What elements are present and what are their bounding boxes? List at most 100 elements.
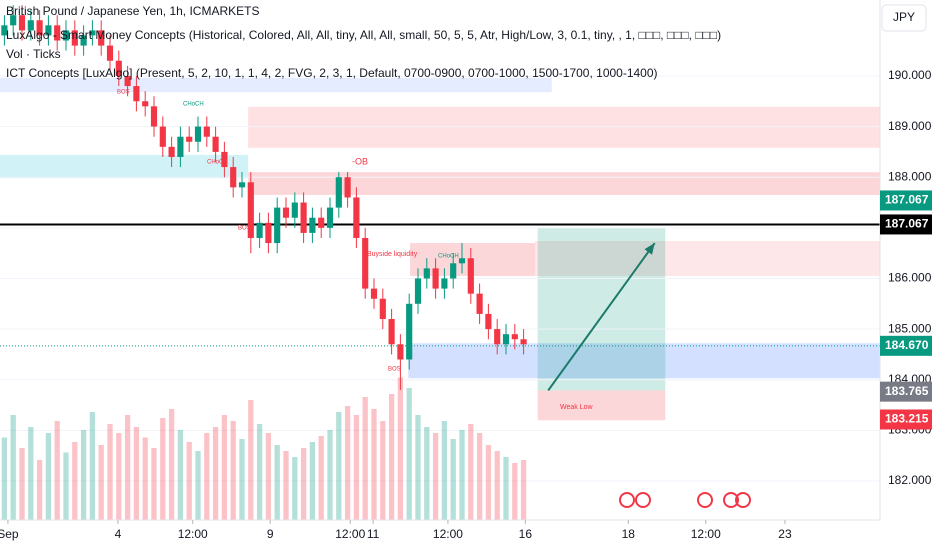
candle-body (326, 207, 334, 228)
candle-body (71, 30, 78, 46)
candle-body (318, 217, 325, 228)
zone (537, 227, 666, 391)
volume-bar (371, 409, 377, 520)
annotation: CHoCH (438, 254, 459, 260)
volume-bar (406, 388, 412, 520)
candle-body (309, 217, 316, 233)
candle-body (186, 136, 193, 142)
annotation: Buyside liquidity (367, 251, 418, 258)
candle-body (450, 263, 457, 279)
candle-body (54, 25, 61, 41)
volume-bar (468, 424, 474, 520)
volume-bar (424, 427, 430, 520)
zone (408, 343, 880, 379)
candle-body (282, 207, 290, 218)
annotation: CHoCH (183, 102, 204, 108)
volume-bar (212, 427, 219, 520)
zone (535, 241, 880, 276)
volume-bar (362, 397, 368, 520)
y-tick-label: 182.000 (888, 473, 932, 487)
volume-bar (221, 415, 228, 520)
volume-bar (327, 430, 333, 520)
candle-body (335, 177, 342, 208)
candle-body (238, 182, 246, 188)
volume-bar (353, 415, 360, 520)
price-label: 187.067 (885, 217, 929, 231)
candle-body (379, 298, 386, 319)
candle-body (18, 15, 26, 31)
volume-bar (98, 445, 104, 520)
candle-body (353, 197, 360, 238)
candle-body (458, 258, 466, 264)
volume-bar (336, 412, 342, 520)
candle-body (98, 30, 105, 46)
volume-bar (168, 409, 175, 520)
candle-body (406, 303, 413, 360)
candle-body (520, 339, 527, 345)
candle-body (36, 20, 43, 36)
zone (0, 154, 249, 179)
currency-button[interactable] (881, 4, 927, 32)
candle-body (265, 222, 272, 244)
volume-bar (256, 424, 263, 520)
price-label: 184.670 (885, 338, 929, 352)
candle-body (124, 75, 131, 87)
volume-bar (476, 433, 483, 520)
zone (248, 106, 880, 148)
volume-bar (54, 421, 60, 520)
candle-body (291, 202, 298, 218)
volume-bar (28, 427, 34, 520)
volume-bar (124, 415, 131, 520)
volume-bar (397, 377, 404, 520)
candle-body (362, 237, 369, 289)
price-label-bg (880, 409, 932, 430)
volume-bar (186, 442, 192, 520)
volume-bar (63, 452, 69, 520)
volume-bar (450, 439, 456, 520)
candle-body (423, 268, 430, 279)
candle-body (221, 151, 228, 168)
volume-bar (274, 445, 280, 520)
candle-body (1, 25, 8, 36)
candle-body (230, 167, 237, 188)
volume-bar (388, 394, 395, 520)
currency[interactable]: JPY (893, 10, 915, 24)
volume-bar (151, 448, 157, 520)
volume-bar (309, 442, 316, 520)
volume-bar (195, 451, 201, 520)
candle-body (388, 318, 395, 345)
volume-bar (344, 406, 351, 520)
candle-body (115, 60, 122, 76)
plot-area (0, 5, 880, 520)
candle-body (344, 177, 351, 198)
volume-bar (204, 433, 210, 520)
y-tick-label: 189.000 (888, 119, 932, 133)
price-label-bg (880, 214, 932, 235)
volume-bar (503, 457, 509, 520)
volume-bar (432, 433, 439, 520)
volume-bar (494, 451, 500, 520)
candle-body (256, 222, 263, 238)
zone (537, 390, 666, 421)
candle-body (168, 146, 175, 157)
volume-bar (230, 421, 236, 520)
x-tick-label: 12:00 (433, 527, 463, 541)
price-label-bg (880, 335, 932, 356)
volume-bar (72, 442, 78, 520)
candle-body (89, 30, 96, 36)
candle-body (476, 293, 483, 314)
candle-body (203, 126, 210, 137)
volume-bar (300, 448, 307, 520)
x-tick-label: 12:00 (335, 527, 365, 541)
volume-bar (512, 463, 518, 520)
candle-body (494, 329, 501, 345)
volume-bar (520, 460, 527, 520)
volume-bar (19, 448, 25, 520)
y-tick-label: 188.000 (888, 169, 932, 183)
volume-bar (1, 437, 8, 520)
event-icons (619, 492, 751, 508)
y-tick-label: 190.000 (888, 68, 932, 82)
volume-bar (80, 430, 87, 520)
indicator: ICT Concepts [LuxAlgo] (Present, 5, 2, 1… (6, 66, 658, 80)
